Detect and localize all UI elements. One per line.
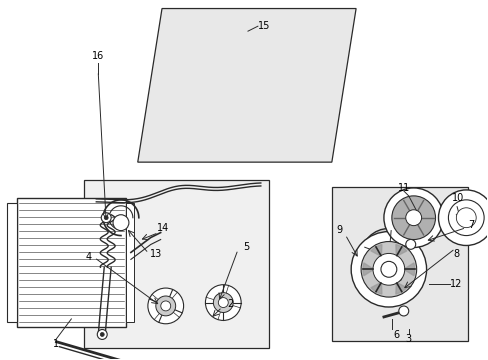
Circle shape [447, 200, 483, 235]
Text: 2: 2 [226, 299, 233, 309]
Circle shape [161, 301, 170, 311]
Polygon shape [138, 9, 355, 162]
Circle shape [104, 216, 108, 220]
Circle shape [213, 293, 233, 312]
Circle shape [147, 288, 183, 324]
Circle shape [378, 246, 398, 266]
Circle shape [380, 261, 396, 277]
Circle shape [97, 329, 107, 339]
Circle shape [360, 242, 416, 297]
Bar [84, 180, 268, 348]
Circle shape [405, 239, 415, 249]
Circle shape [100, 333, 104, 337]
Circle shape [218, 298, 228, 307]
Circle shape [350, 231, 426, 307]
Polygon shape [395, 282, 406, 294]
Text: 12: 12 [449, 279, 462, 289]
Text: 14: 14 [156, 222, 168, 233]
Text: 7: 7 [467, 220, 473, 230]
Circle shape [101, 213, 111, 223]
Text: 5: 5 [243, 243, 248, 252]
Bar [7, 203, 17, 322]
Polygon shape [403, 263, 414, 276]
Circle shape [360, 229, 416, 284]
Polygon shape [370, 244, 381, 256]
Circle shape [405, 210, 421, 226]
Polygon shape [370, 282, 381, 294]
Polygon shape [363, 263, 373, 276]
Circle shape [383, 188, 443, 247]
Circle shape [391, 196, 435, 239]
Text: 1: 1 [53, 339, 60, 349]
Circle shape [372, 253, 404, 285]
Text: 15: 15 [257, 21, 269, 31]
Circle shape [368, 237, 408, 276]
Circle shape [113, 215, 129, 231]
Circle shape [395, 275, 401, 281]
Bar [17, 198, 126, 327]
Text: 13: 13 [149, 249, 162, 260]
Text: 10: 10 [451, 193, 464, 203]
Polygon shape [395, 244, 406, 256]
Text: 3: 3 [405, 334, 411, 344]
Text: 6: 6 [393, 330, 399, 340]
Circle shape [156, 296, 175, 316]
Text: 9: 9 [336, 225, 342, 235]
Circle shape [438, 190, 488, 246]
Circle shape [205, 285, 241, 320]
Text: 16: 16 [92, 51, 104, 61]
Text: 4: 4 [85, 252, 91, 262]
Text: 8: 8 [452, 249, 458, 260]
Circle shape [392, 272, 404, 284]
Circle shape [455, 208, 475, 228]
Bar [126, 203, 134, 322]
Text: 11: 11 [397, 183, 409, 193]
Circle shape [398, 306, 408, 316]
Bar [331, 187, 467, 341]
